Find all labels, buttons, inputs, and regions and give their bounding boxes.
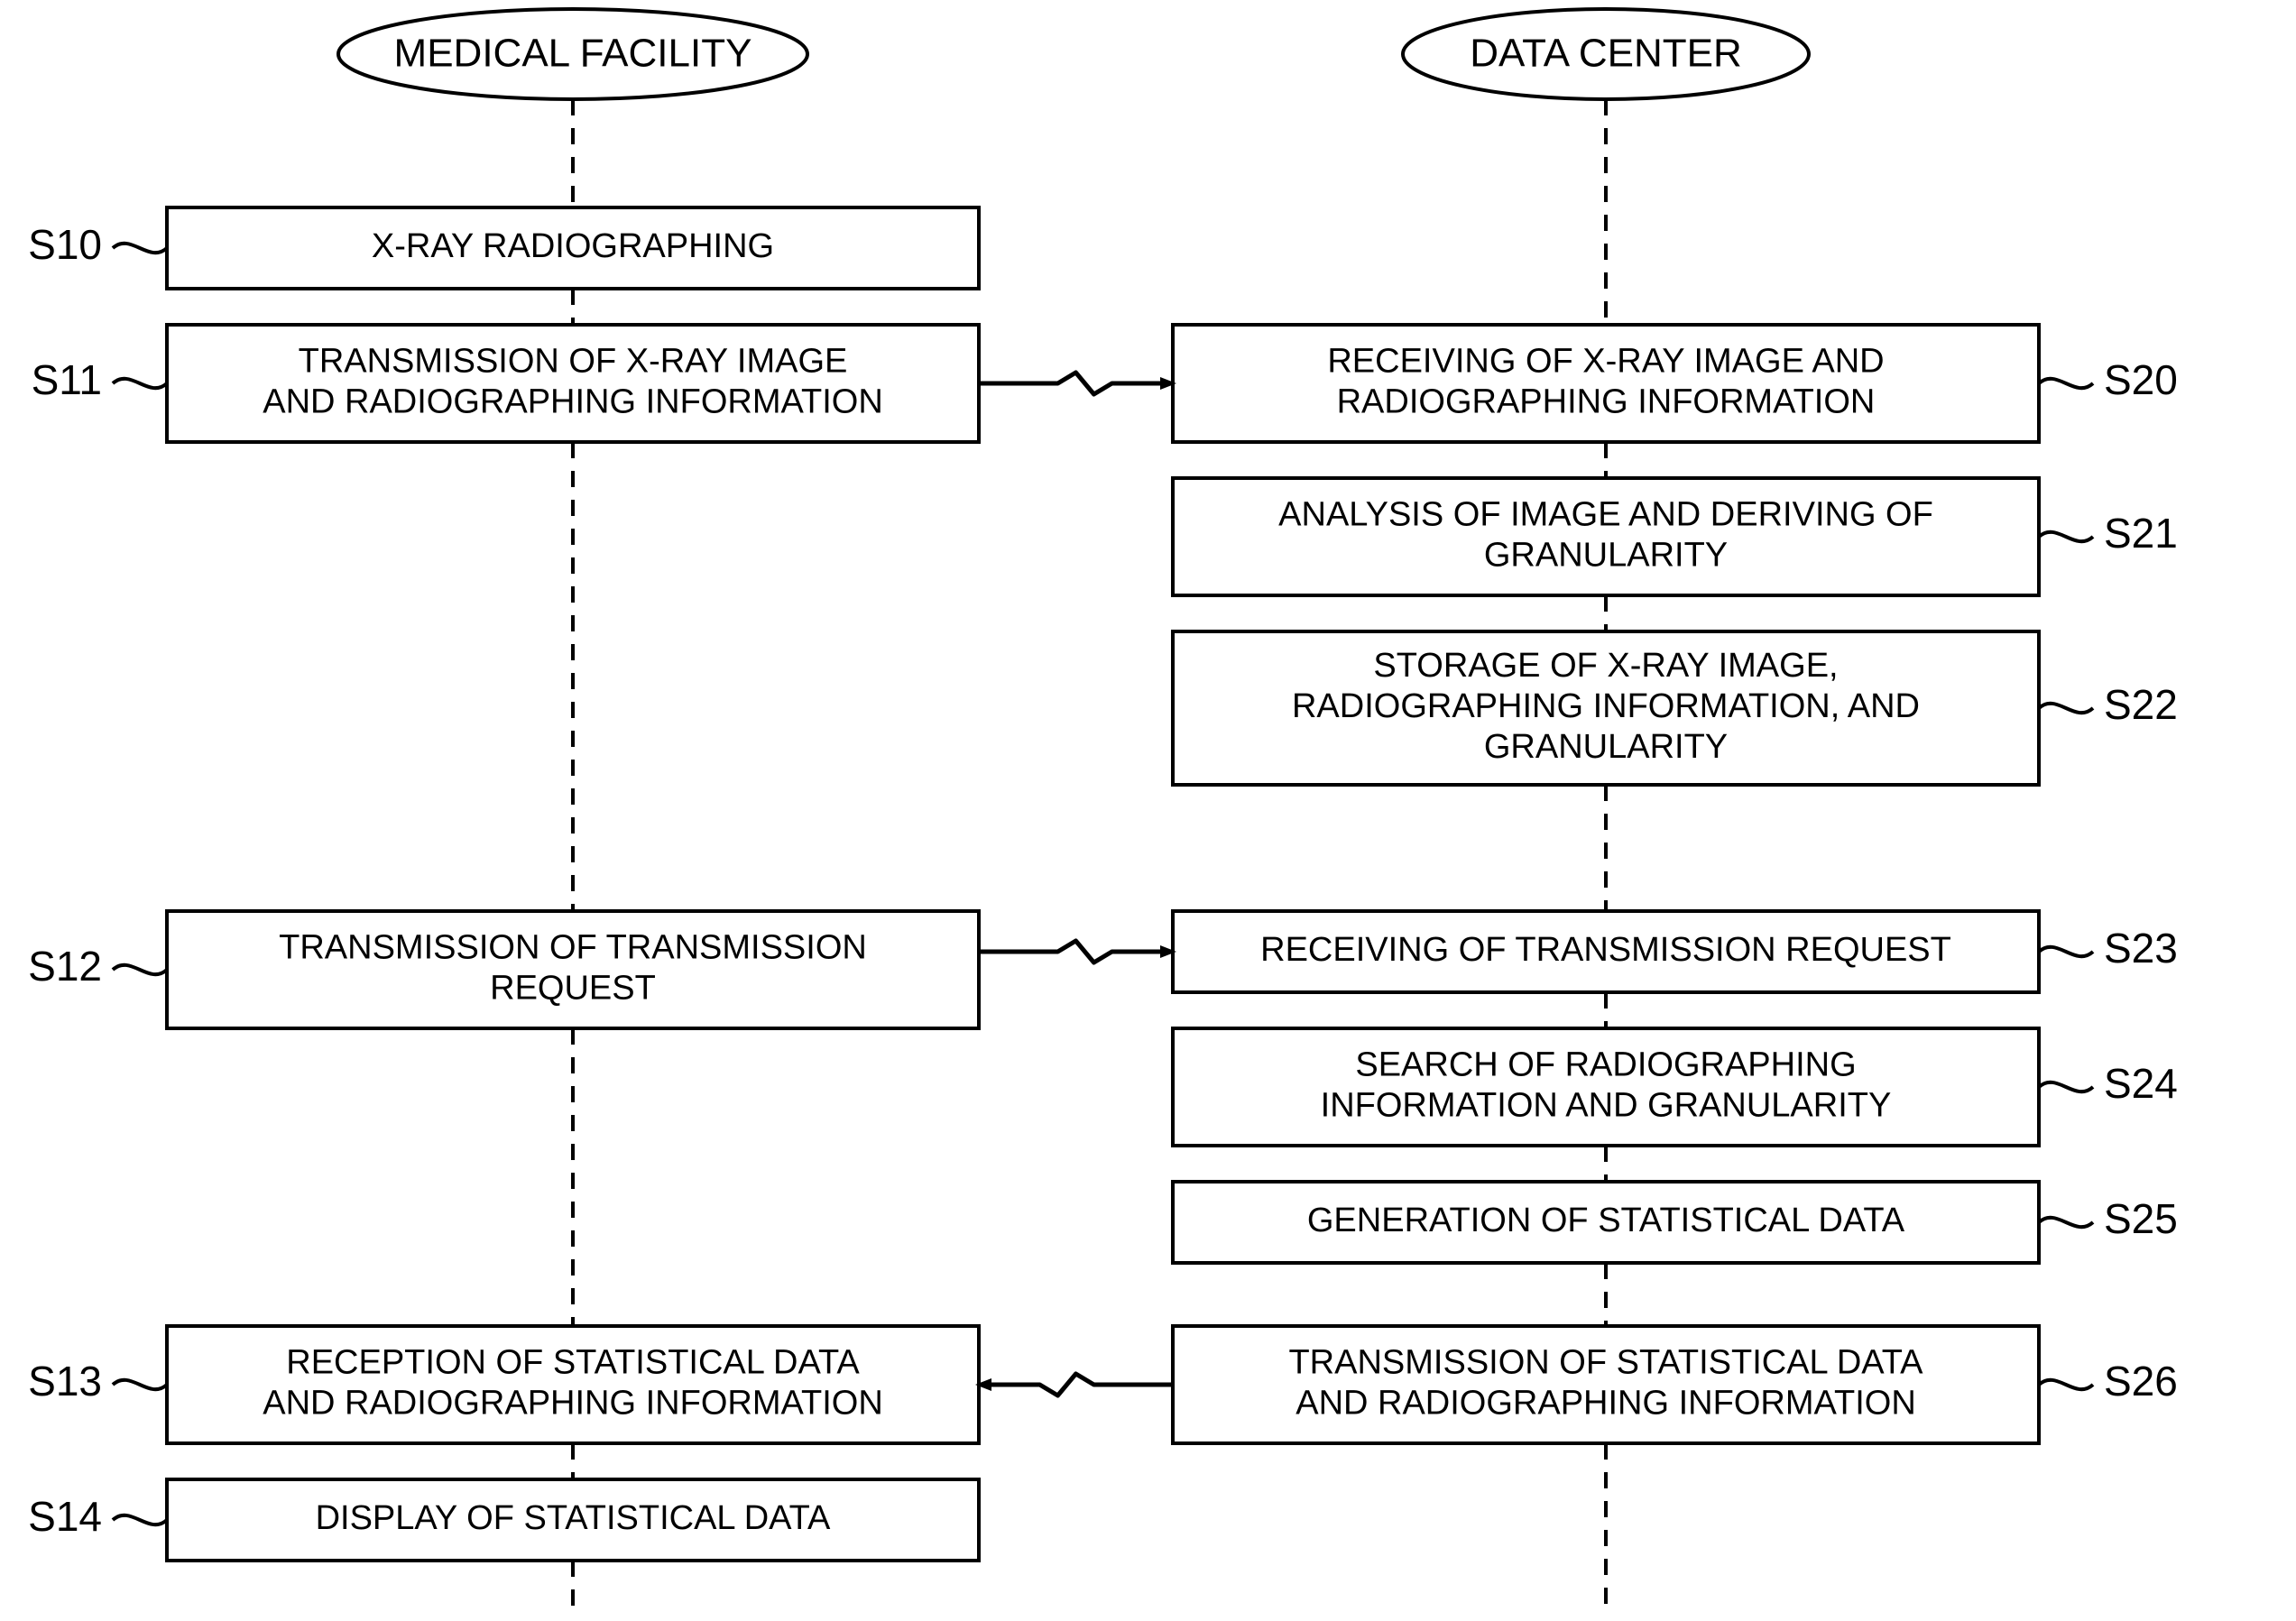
left-column-header-label: MEDICAL FACILITY bbox=[394, 32, 752, 76]
step-box-s10-line0: X-RAY RADIOGRAPHING bbox=[372, 227, 774, 265]
step-id-s23: S23 bbox=[2104, 925, 2178, 972]
step-id-s12: S12 bbox=[28, 943, 102, 990]
step-connector-s21 bbox=[2039, 532, 2093, 541]
step-connector-s26 bbox=[2039, 1380, 2093, 1389]
step-box-s22-line1: RADIOGRAPHING INFORMATION, AND bbox=[1292, 687, 1920, 725]
step-box-s20-line0: RECEIVING OF X-RAY IMAGE AND bbox=[1327, 343, 1884, 381]
step-connector-s24 bbox=[2039, 1082, 2093, 1091]
step-id-s22: S22 bbox=[2104, 681, 2178, 728]
step-box-s14-line0: DISPLAY OF STATISTICAL DATA bbox=[316, 1499, 831, 1537]
step-box-s21-line1: GRANULARITY bbox=[1484, 536, 1728, 574]
step-box-s22-line0: STORAGE OF X-RAY IMAGE, bbox=[1373, 647, 1838, 685]
message-arrow-s26-s13 bbox=[979, 1374, 1173, 1395]
message-arrow-s11-s20 bbox=[979, 373, 1173, 394]
step-box-s24-line0: SEARCH OF RADIOGRAPHING bbox=[1355, 1046, 1856, 1084]
step-connector-s14 bbox=[113, 1515, 167, 1524]
step-id-s25: S25 bbox=[2104, 1195, 2178, 1242]
step-box-s26-line1: AND RADIOGRAPHING INFORMATION bbox=[1296, 1384, 1916, 1422]
step-connector-s25 bbox=[2039, 1218, 2093, 1227]
step-box-s13-line0: RECEPTION OF STATISTICAL DATA bbox=[286, 1344, 860, 1382]
step-box-s11-line1: AND RADIOGRAPHING INFORMATION bbox=[263, 382, 883, 420]
step-id-s10: S10 bbox=[28, 221, 102, 268]
step-id-s24: S24 bbox=[2104, 1060, 2178, 1107]
step-connector-s20 bbox=[2039, 379, 2093, 388]
step-id-s11: S11 bbox=[32, 356, 102, 403]
step-connector-s11 bbox=[113, 379, 167, 388]
flowchart-canvas: MEDICAL FACILITY DATA CENTER X-RAY RADIOGR… bbox=[0, 0, 2296, 1621]
step-box-s12-line0: TRANSMISSION OF TRANSMISSION bbox=[279, 929, 867, 967]
step-box-s26-line0: TRANSMISSION OF STATISTICAL DATA bbox=[1288, 1344, 1923, 1382]
step-connector-s22 bbox=[2039, 704, 2093, 713]
step-connector-s10 bbox=[113, 244, 167, 253]
step-box-s23-line0: RECEIVING OF TRANSMISSION REQUEST bbox=[1260, 931, 1951, 969]
step-connector-s23 bbox=[2039, 947, 2093, 956]
step-box-s12-line1: REQUEST bbox=[490, 969, 656, 1007]
step-box-s20-line1: RADIOGRAPHING INFORMATION bbox=[1337, 382, 1876, 420]
step-box-s24-line1: INFORMATION AND GRANULARITY bbox=[1321, 1086, 1892, 1124]
message-arrow-s12-s23 bbox=[979, 941, 1173, 962]
step-box-s11-line0: TRANSMISSION OF X-RAY IMAGE bbox=[299, 343, 848, 381]
right-column-header-label: DATA CENTER bbox=[1470, 32, 1742, 76]
step-id-s13: S13 bbox=[28, 1358, 102, 1405]
step-id-s21: S21 bbox=[2104, 510, 2178, 557]
step-box-s25-line0: GENERATION OF STATISTICAL DATA bbox=[1307, 1202, 1905, 1239]
step-connector-s12 bbox=[113, 965, 167, 974]
step-connector-s13 bbox=[113, 1380, 167, 1389]
step-id-s20: S20 bbox=[2104, 356, 2178, 403]
step-box-s13-line1: AND RADIOGRAPHING INFORMATION bbox=[263, 1384, 883, 1422]
step-box-s21-line0: ANALYSIS OF IMAGE AND DERIVING OF bbox=[1278, 496, 1933, 534]
step-id-s26: S26 bbox=[2104, 1358, 2178, 1405]
step-box-s22-line2: GRANULARITY bbox=[1484, 728, 1728, 766]
step-id-s14: S14 bbox=[28, 1493, 102, 1540]
